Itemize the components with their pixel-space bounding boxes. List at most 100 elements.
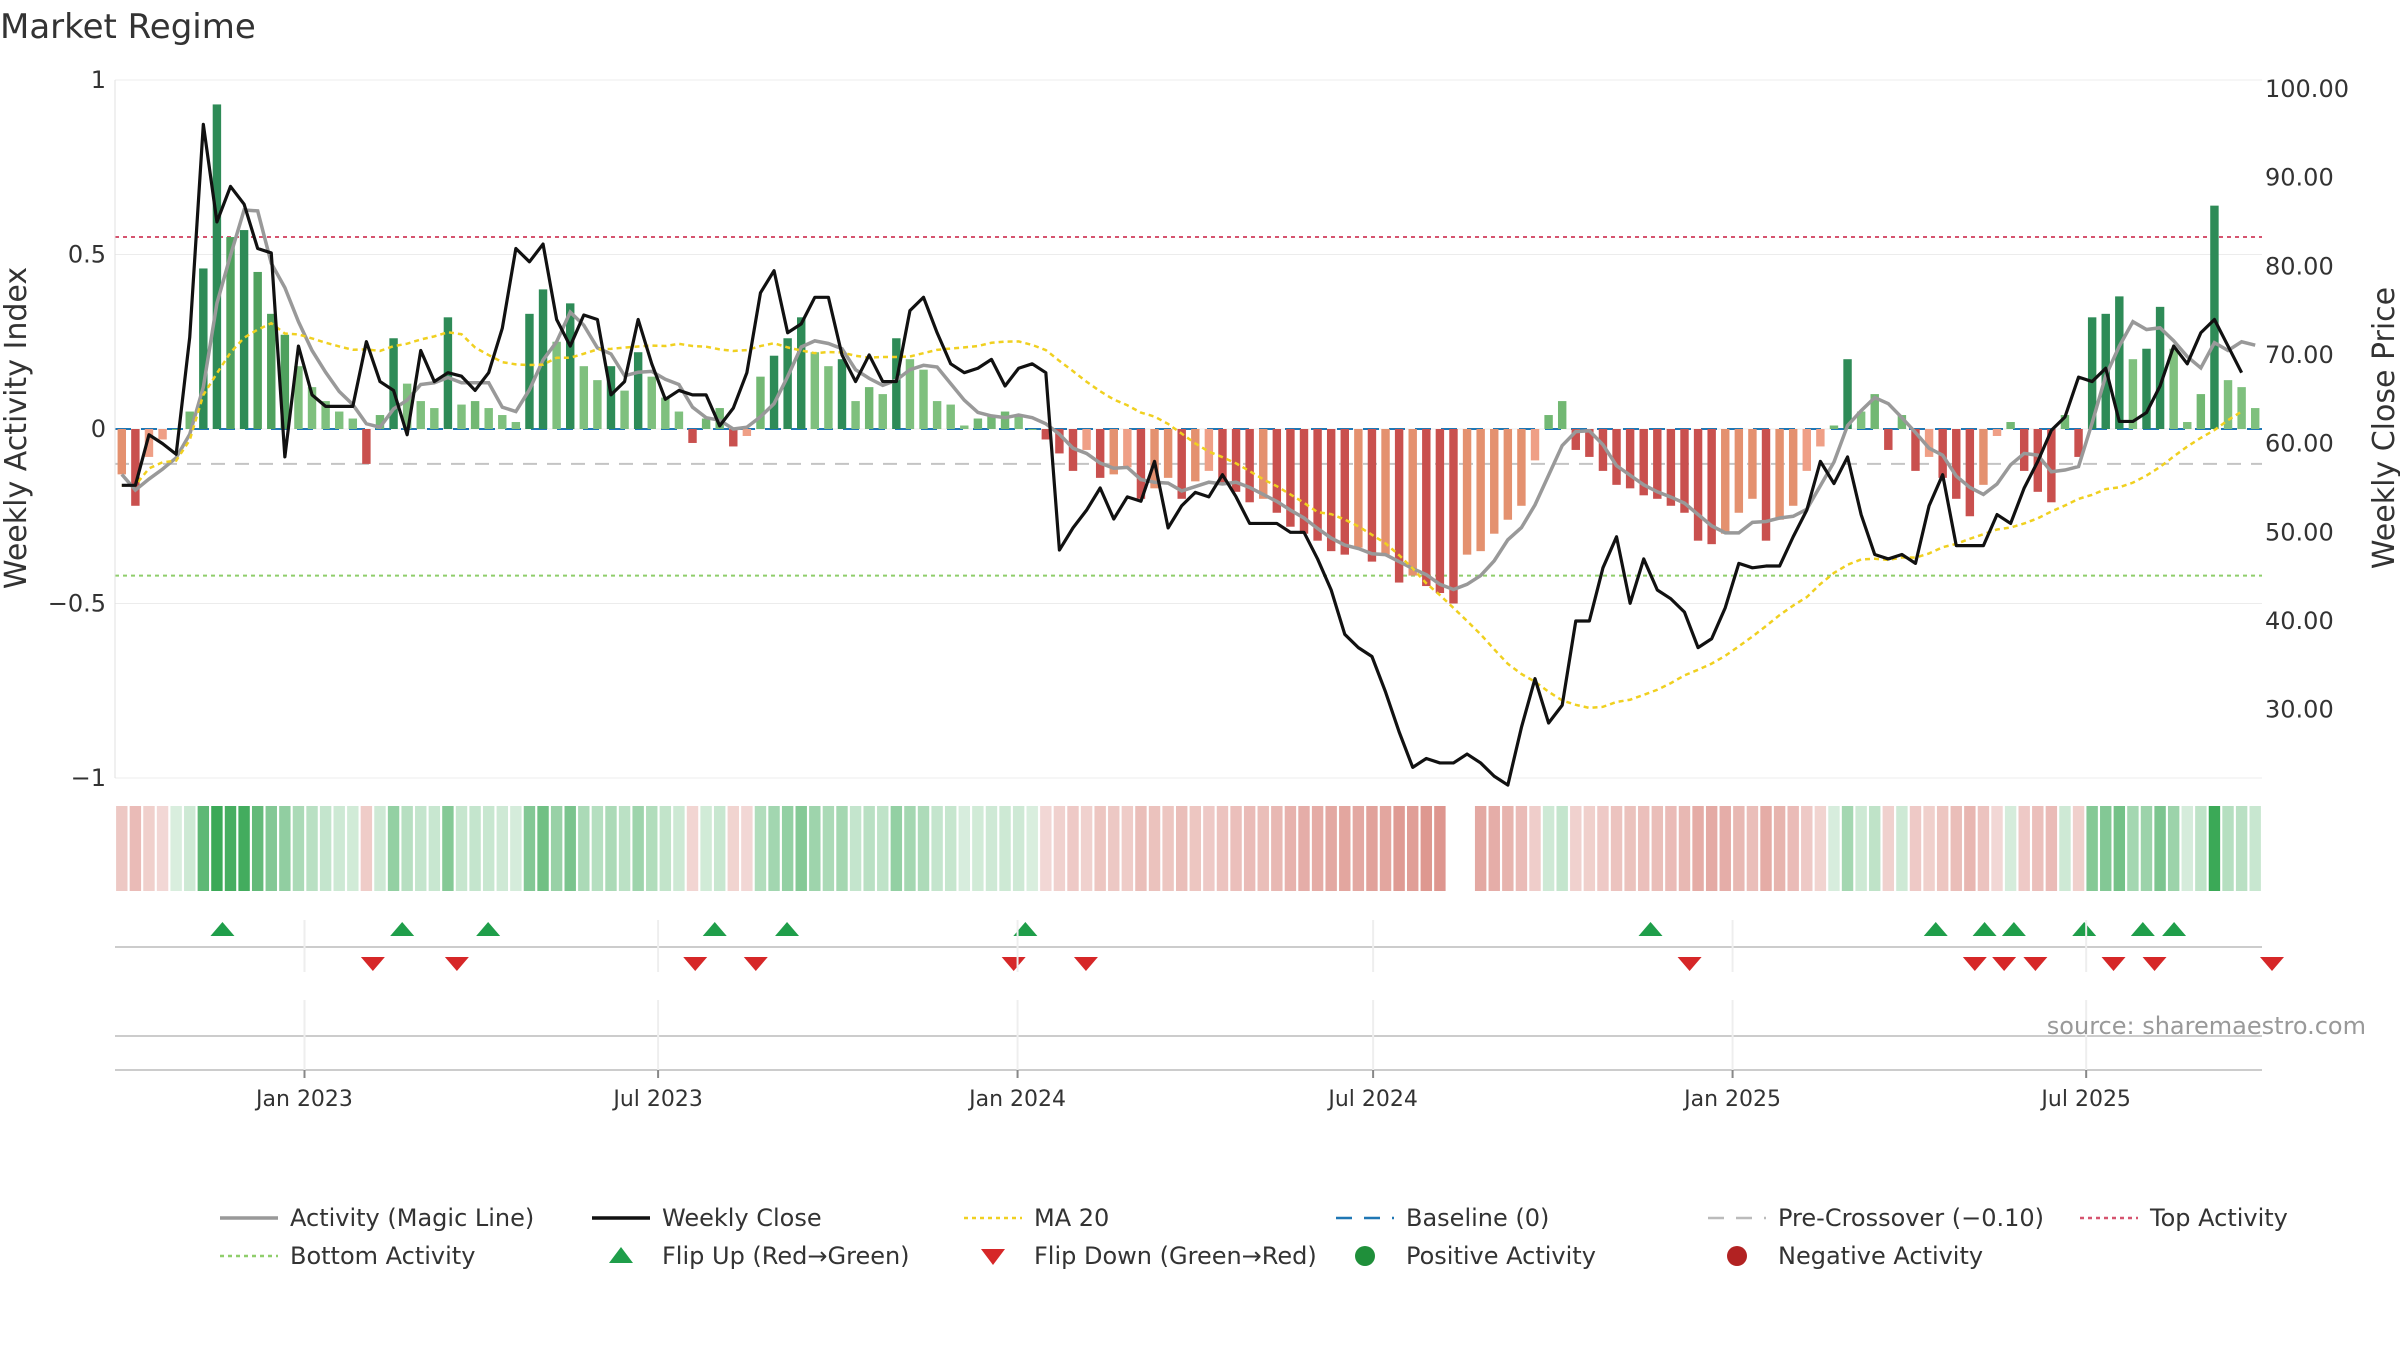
- legend-label: MA 20: [1034, 1204, 1109, 1232]
- regime-cell: [1488, 806, 1500, 891]
- regime-cell: [2100, 806, 2112, 891]
- regime-cell: [2235, 806, 2248, 891]
- regime-cell: [2140, 806, 2153, 891]
- activity-bar: [280, 334, 290, 429]
- legend-item: Top Activity: [2080, 1204, 2288, 1232]
- activity-bar: [1028, 429, 1037, 430]
- right-tick-label: 90.00: [2265, 164, 2334, 192]
- activity-bar: [864, 387, 874, 429]
- activity-bar: [1992, 429, 2002, 436]
- right-tick-label: 100.00: [2265, 75, 2349, 103]
- x-axis: Jan 2023 Jul 2023 Jan 2024 Jul 2024 Jan 2025…: [115, 920, 2262, 1112]
- regime-cell: [1542, 806, 1555, 891]
- activity-bar: [647, 376, 656, 429]
- activity-bar: [1394, 429, 1404, 583]
- regime-cell: [985, 806, 998, 891]
- regime-cell: [1203, 806, 1215, 891]
- activity-bar: [1870, 394, 1879, 429]
- regime-cell: [2195, 806, 2207, 891]
- activity-bar: [1721, 429, 1730, 534]
- activity-bar: [1666, 429, 1676, 506]
- flip-up-marker: [1638, 922, 1663, 936]
- activity-bar: [484, 408, 493, 429]
- regime-cell: [292, 806, 305, 891]
- flip-down-marker: [2023, 957, 2048, 971]
- activity-bar: [525, 313, 534, 429]
- activity-bar: [1381, 429, 1390, 555]
- regime-cell: [1148, 806, 1161, 891]
- activity-bar: [1422, 429, 1431, 587]
- regime-cell: [184, 806, 196, 891]
- regime-cell: [632, 806, 644, 891]
- activity-bar: [1843, 359, 1852, 429]
- regime-cell: [1407, 806, 1419, 891]
- activity-bar: [375, 415, 385, 429]
- activity-bar: [1191, 429, 1200, 482]
- activity-bar: [1952, 429, 1961, 499]
- regime-cell: [1230, 806, 1242, 891]
- regime-cell: [265, 806, 277, 891]
- activity-bar: [1816, 429, 1825, 447]
- left-tick-label: 0.5: [68, 241, 106, 269]
- regime-cell: [1271, 806, 1283, 891]
- flip-up-marker: [476, 922, 501, 936]
- regime-cell: [1896, 806, 1908, 891]
- regime-cell: [1121, 806, 1134, 891]
- activity-bar: [1340, 429, 1349, 555]
- regime-cell: [2222, 806, 2234, 891]
- regime-cell: [700, 806, 712, 891]
- regime-cell: [1474, 806, 1487, 891]
- activity-bar: [1884, 429, 1893, 450]
- legend-item: Baseline (0): [1336, 1204, 1549, 1232]
- regime-cell: [1420, 806, 1433, 891]
- regime-cell: [387, 806, 400, 891]
- regime-cell: [1705, 806, 1718, 891]
- activity-bar: [688, 429, 697, 443]
- regime-cell: [1733, 806, 1745, 891]
- activity-bar: [1014, 415, 1023, 429]
- activity-bar: [498, 415, 507, 429]
- activity-bar: [932, 401, 942, 429]
- regime-cell: [1869, 806, 1881, 891]
- regime-cell: [618, 806, 631, 891]
- regime-cell: [1638, 806, 1650, 891]
- regime-cell: [1570, 806, 1582, 891]
- regime-cell: [564, 806, 576, 891]
- right-tick-label: 80.00: [2265, 252, 2334, 280]
- regime-cell: [211, 806, 223, 891]
- activity-bar: [1653, 429, 1662, 499]
- activity-bar: [1055, 429, 1064, 454]
- regime-cell: [306, 806, 318, 891]
- regime-cell: [1651, 806, 1664, 891]
- activity-bar: [2019, 429, 2029, 471]
- flip-down-marker: [1001, 957, 1026, 971]
- regime-cell: [1610, 806, 1623, 891]
- regime-cell: [754, 806, 767, 891]
- activity-bar: [987, 415, 996, 429]
- regime-cell: [1080, 806, 1093, 891]
- activity-bar: [1802, 429, 1811, 471]
- activity-bar: [1788, 429, 1798, 506]
- regime-cell: [401, 806, 413, 891]
- regime-cell: [1923, 806, 1935, 891]
- regime-cell: [646, 806, 658, 891]
- regime-cell: [822, 806, 835, 891]
- regime-cell: [1094, 806, 1106, 891]
- flip-up-marker: [2130, 922, 2155, 936]
- regime-cell: [2059, 806, 2071, 891]
- regime-cell: [972, 806, 984, 891]
- regime-cell: [1977, 806, 1990, 891]
- regime-cell: [1828, 806, 1840, 891]
- regime-cell: [1175, 806, 1188, 891]
- flip-markers: [210, 922, 2284, 971]
- activity-bar: [1693, 429, 1703, 541]
- flip-up-marker: [390, 922, 415, 936]
- regime-cell: [1991, 806, 2003, 891]
- flip-down-marker: [683, 957, 708, 971]
- right-tick-label: 50.00: [2265, 518, 2334, 546]
- regime-cell: [863, 806, 875, 891]
- activity-bar: [171, 429, 181, 430]
- regime-cell: [809, 806, 821, 891]
- regime-cell: [2208, 806, 2221, 891]
